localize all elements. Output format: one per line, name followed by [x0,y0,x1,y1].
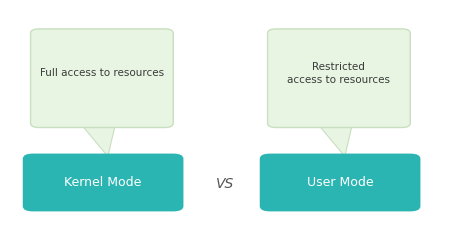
Polygon shape [315,121,353,156]
Text: Full access to resources: Full access to resources [40,68,164,78]
Polygon shape [80,118,115,121]
FancyBboxPatch shape [23,154,183,211]
Polygon shape [78,121,116,156]
FancyBboxPatch shape [260,154,420,211]
Text: Kernel Mode: Kernel Mode [64,176,142,189]
Text: User Mode: User Mode [307,176,374,189]
Text: Restricted
access to resources: Restricted access to resources [287,62,391,85]
Text: VS: VS [216,177,234,191]
Polygon shape [317,118,352,121]
FancyBboxPatch shape [30,29,173,128]
FancyBboxPatch shape [267,29,410,128]
